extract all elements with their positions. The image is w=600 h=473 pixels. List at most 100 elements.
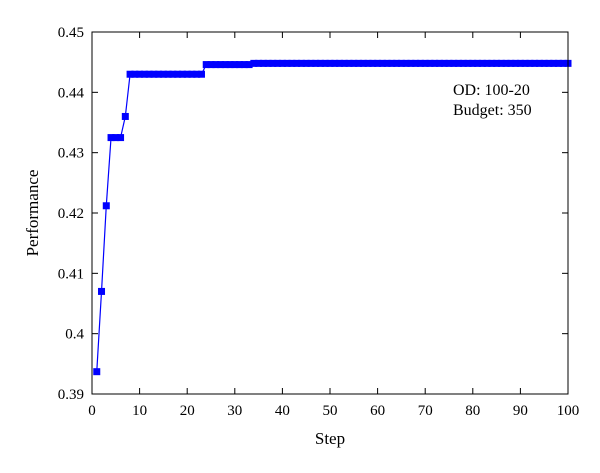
data-point: [316, 59, 324, 67]
data-point: [474, 59, 482, 67]
annotation-od: OD: 100-20: [453, 82, 530, 99]
data-point: [245, 61, 253, 69]
data-point: [159, 70, 167, 78]
data-point: [269, 59, 277, 67]
data-point: [455, 59, 463, 67]
data-point: [464, 59, 472, 67]
x-axis-title: Step: [315, 429, 345, 448]
data-point: [478, 59, 486, 67]
x-tick-label: 40: [275, 403, 290, 419]
x-tick-label: 70: [418, 403, 433, 419]
data-point: [426, 59, 434, 67]
data-point: [364, 59, 372, 67]
data-point: [521, 59, 529, 67]
y-tick-label: 0.44: [58, 85, 85, 101]
y-tick-label: 0.41: [58, 266, 84, 282]
data-point: [126, 70, 134, 78]
data-point: [288, 59, 296, 67]
data-point: [483, 59, 491, 67]
data-point: [221, 61, 229, 69]
data-point: [459, 59, 467, 67]
data-point: [345, 59, 353, 67]
data-point: [488, 59, 496, 67]
data-point: [217, 61, 225, 69]
data-point: [297, 59, 305, 67]
data-point: [293, 59, 301, 67]
data-point: [326, 59, 334, 67]
data-point: [435, 59, 443, 67]
data-point: [121, 112, 129, 120]
x-tick-label: 50: [323, 403, 338, 419]
data-point: [197, 70, 205, 78]
data-point: [259, 59, 267, 67]
data-point: [336, 59, 344, 67]
data-point: [535, 59, 543, 67]
data-point: [431, 59, 439, 67]
y-axis-title: Performance: [23, 170, 42, 257]
data-point: [112, 134, 120, 142]
data-point: [388, 59, 396, 67]
data-point: [274, 59, 282, 67]
data-point: [545, 59, 553, 67]
data-point: [178, 70, 186, 78]
data-point: [188, 70, 196, 78]
data-point: [231, 61, 239, 69]
x-tick-label: 60: [370, 403, 385, 419]
data-point: [264, 59, 272, 67]
y-tick-label: 0.42: [58, 206, 84, 222]
x-tick-label: 20: [180, 403, 195, 419]
series-layer: [93, 59, 572, 376]
data-point: [497, 59, 505, 67]
x-tick-label: 100: [557, 403, 580, 419]
data-point: [554, 59, 562, 67]
data-point: [140, 70, 148, 78]
x-tick-label: 80: [465, 403, 480, 419]
y-tick-label: 0.39: [58, 387, 84, 403]
data-point: [98, 287, 106, 295]
data-point: [250, 59, 258, 67]
data-point: [369, 59, 377, 67]
annotation-budget: Budget: 350: [453, 102, 532, 119]
data-point: [321, 59, 329, 67]
data-point: [450, 59, 458, 67]
data-point: [240, 61, 248, 69]
data-point: [155, 70, 163, 78]
data-point: [421, 59, 429, 67]
data-point: [340, 59, 348, 67]
data-point: [236, 61, 244, 69]
data-point: [164, 70, 172, 78]
data-point: [278, 59, 286, 67]
data-point: [212, 61, 220, 69]
data-point: [378, 59, 386, 67]
data-point: [550, 59, 558, 67]
data-point: [559, 59, 567, 67]
data-point: [540, 59, 548, 67]
y-tick-label: 0.43: [58, 146, 84, 162]
data-point: [526, 59, 534, 67]
data-point: [174, 70, 182, 78]
data-point: [283, 59, 291, 67]
data-point: [412, 59, 420, 67]
data-point: [393, 59, 401, 67]
x-tick-label: 10: [132, 403, 147, 419]
data-point: [355, 59, 363, 67]
data-point: [402, 59, 410, 67]
data-point: [145, 70, 153, 78]
data-point: [136, 70, 144, 78]
data-point: [374, 59, 382, 67]
data-point: [493, 59, 501, 67]
data-point: [516, 59, 524, 67]
data-point: [502, 59, 510, 67]
data-point: [359, 59, 367, 67]
data-point: [107, 134, 115, 142]
data-point: [255, 59, 263, 67]
data-point: [117, 134, 125, 142]
y-tick-label: 0.45: [58, 25, 84, 41]
data-point: [302, 59, 310, 67]
data-point: [202, 61, 210, 69]
data-point: [531, 59, 539, 67]
x-tick-label: 30: [227, 403, 242, 419]
data-point: [183, 70, 191, 78]
data-point: [512, 59, 520, 67]
